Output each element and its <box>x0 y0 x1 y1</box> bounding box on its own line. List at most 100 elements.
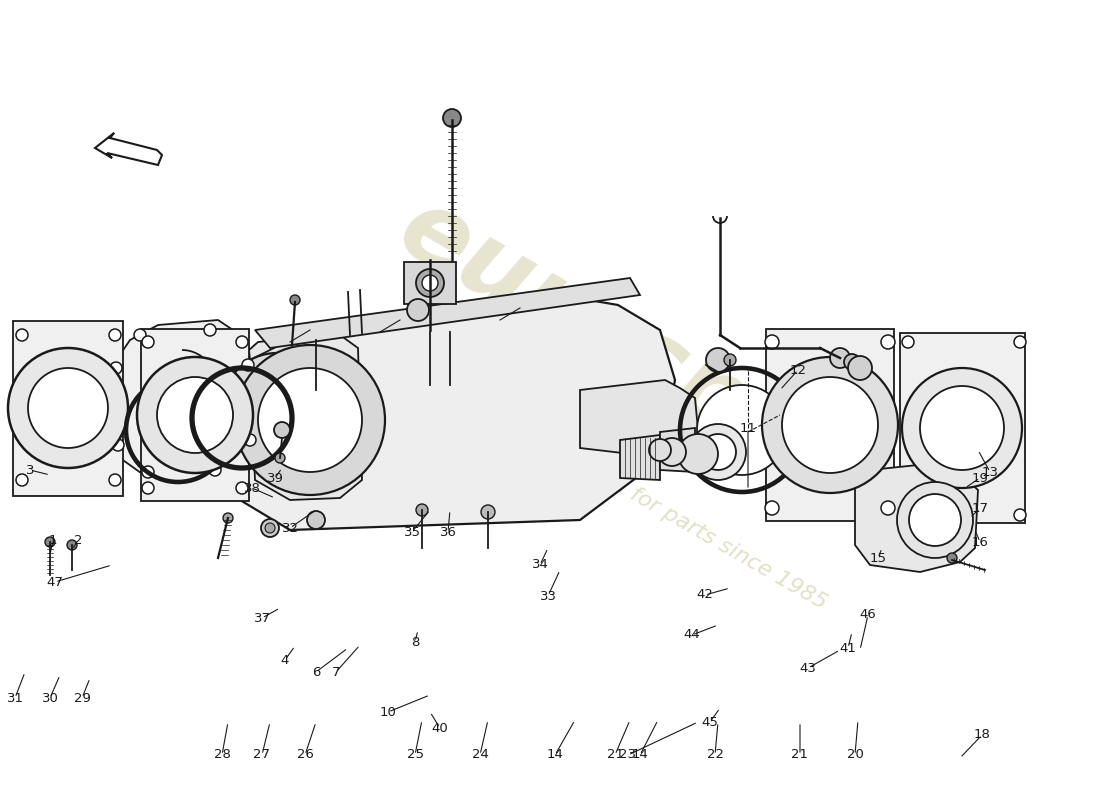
Text: 11: 11 <box>739 422 757 434</box>
Circle shape <box>16 329 28 341</box>
Text: 24: 24 <box>472 749 488 762</box>
Circle shape <box>236 336 248 348</box>
Polygon shape <box>255 278 640 348</box>
Circle shape <box>142 336 154 348</box>
Text: 26: 26 <box>297 749 313 762</box>
Circle shape <box>700 434 736 470</box>
Circle shape <box>8 348 128 468</box>
Text: 15: 15 <box>869 551 887 565</box>
Circle shape <box>830 348 850 368</box>
Circle shape <box>407 299 429 321</box>
Text: 21: 21 <box>606 749 624 762</box>
Text: 28: 28 <box>213 749 230 762</box>
Polygon shape <box>235 295 675 530</box>
Text: 37: 37 <box>253 611 271 625</box>
Text: 42: 42 <box>696 589 714 602</box>
Text: a passion for parts since 1985: a passion for parts since 1985 <box>529 427 830 613</box>
Circle shape <box>307 511 324 529</box>
Polygon shape <box>95 133 162 165</box>
Circle shape <box>142 466 154 478</box>
Polygon shape <box>620 435 660 480</box>
Circle shape <box>881 335 895 349</box>
Polygon shape <box>275 380 310 412</box>
Circle shape <box>881 501 895 515</box>
Circle shape <box>764 501 779 515</box>
Text: 34: 34 <box>531 558 549 571</box>
Text: 27: 27 <box>253 749 271 762</box>
Circle shape <box>848 356 872 380</box>
Bar <box>766 329 894 521</box>
Text: 23: 23 <box>619 749 637 762</box>
Circle shape <box>920 386 1004 470</box>
Text: 25: 25 <box>407 749 424 762</box>
Circle shape <box>782 377 878 473</box>
Circle shape <box>261 519 279 537</box>
Text: 43: 43 <box>800 662 816 674</box>
Text: 46: 46 <box>859 609 877 622</box>
Text: 36: 36 <box>440 526 456 538</box>
Circle shape <box>16 474 28 486</box>
Circle shape <box>1014 336 1026 348</box>
Text: 31: 31 <box>7 691 23 705</box>
Circle shape <box>138 357 253 473</box>
Text: 14: 14 <box>631 749 648 762</box>
Text: 21: 21 <box>792 749 808 762</box>
Text: 19: 19 <box>971 471 989 485</box>
Circle shape <box>275 453 285 463</box>
Text: 7: 7 <box>332 666 340 678</box>
Circle shape <box>110 362 122 374</box>
Text: 39: 39 <box>266 471 284 485</box>
Circle shape <box>481 505 495 519</box>
Text: 40: 40 <box>431 722 449 734</box>
Text: 32: 32 <box>282 522 298 534</box>
Text: 30: 30 <box>42 691 58 705</box>
Circle shape <box>109 329 121 341</box>
Circle shape <box>422 275 438 291</box>
Circle shape <box>142 482 154 494</box>
Circle shape <box>909 494 961 546</box>
Bar <box>900 333 1024 523</box>
Circle shape <box>658 438 686 466</box>
Text: 20: 20 <box>847 749 864 762</box>
Circle shape <box>274 422 290 438</box>
Polygon shape <box>235 338 318 472</box>
Text: eurospares: eurospares <box>382 180 978 580</box>
Circle shape <box>157 377 233 453</box>
Polygon shape <box>855 465 978 572</box>
Circle shape <box>902 368 1022 488</box>
Circle shape <box>764 335 779 349</box>
Text: 33: 33 <box>539 590 557 602</box>
Circle shape <box>242 373 312 443</box>
Circle shape <box>443 109 461 127</box>
Polygon shape <box>580 380 698 458</box>
Text: 3: 3 <box>25 463 34 477</box>
Text: 18: 18 <box>974 729 990 742</box>
Text: 16: 16 <box>971 535 989 549</box>
Circle shape <box>690 424 746 480</box>
Polygon shape <box>112 320 252 478</box>
Circle shape <box>896 482 974 558</box>
Text: 14: 14 <box>547 749 563 762</box>
Circle shape <box>265 523 275 533</box>
Circle shape <box>724 354 736 366</box>
Circle shape <box>1014 509 1026 521</box>
Circle shape <box>762 357 898 493</box>
Text: 45: 45 <box>702 715 718 729</box>
Circle shape <box>222 353 332 463</box>
Text: 44: 44 <box>683 629 701 642</box>
Text: 47: 47 <box>46 575 64 589</box>
Circle shape <box>706 348 730 372</box>
Text: 10: 10 <box>379 706 396 718</box>
Circle shape <box>134 329 146 341</box>
Circle shape <box>416 504 428 516</box>
Circle shape <box>235 345 385 495</box>
Text: 13: 13 <box>981 466 999 478</box>
Circle shape <box>902 336 914 348</box>
Circle shape <box>902 509 914 521</box>
Circle shape <box>416 269 444 297</box>
Circle shape <box>223 513 233 523</box>
Text: 41: 41 <box>839 642 857 654</box>
Circle shape <box>678 434 718 474</box>
Text: 22: 22 <box>706 749 724 762</box>
Circle shape <box>236 482 248 494</box>
